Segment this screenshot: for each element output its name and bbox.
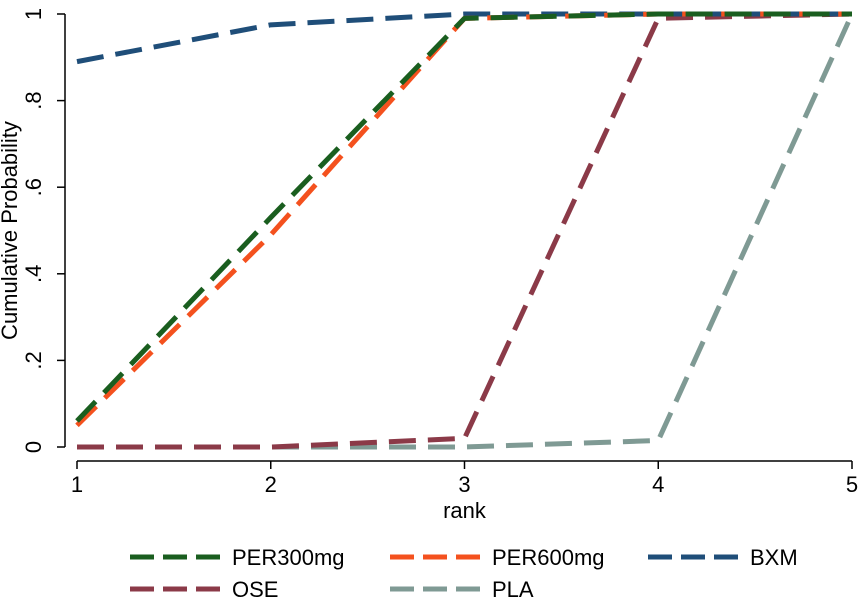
series-lines <box>75 11 855 450</box>
x-axis-ticks: 1 2 3 4 5 <box>71 461 858 497</box>
y-tick-label: .8 <box>21 91 46 109</box>
x-tick-label: 1 <box>71 472 83 497</box>
legend-label: PER300mg <box>232 545 345 570</box>
legend-item-ose: OSE <box>130 577 278 602</box>
x-tick-label: 3 <box>458 472 470 497</box>
legend-item-per600mg: PER600mg <box>390 545 605 570</box>
legend-item-pla: PLA <box>390 577 534 602</box>
series-line-per600mg <box>75 11 852 428</box>
y-tick-label: 1 <box>21 8 46 20</box>
legend-label: BXM <box>750 545 798 570</box>
series-line-pla <box>77 12 855 450</box>
series-line-per300mg <box>75 11 852 423</box>
y-tick-label: .4 <box>21 265 46 283</box>
legend-label: PER600mg <box>492 545 605 570</box>
y-axis-title: Cumulative Probability <box>0 121 22 340</box>
legend-item-bxm: BXM <box>648 545 798 570</box>
y-axis-ticks: 0 .2 .4 .6 .8 1 <box>21 8 65 453</box>
legend: PER300mg PER600mg BXM OSE PLA <box>130 545 798 602</box>
legend-item-per300mg: PER300mg <box>130 545 345 570</box>
legend-label: OSE <box>232 577 278 602</box>
x-tick-label: 5 <box>846 472 858 497</box>
legend-label: PLA <box>492 577 534 602</box>
plot-area: 0 .2 .4 .6 .8 1 1 2 3 4 5 <box>21 8 858 497</box>
x-tick-label: 4 <box>652 472 664 497</box>
y-tick-label: .6 <box>21 178 46 196</box>
x-axis-title: rank <box>443 498 487 523</box>
x-tick-label: 2 <box>265 472 277 497</box>
y-tick-label: 0 <box>21 441 46 453</box>
series-line-ose <box>77 11 853 450</box>
y-tick-label: .2 <box>21 351 46 369</box>
